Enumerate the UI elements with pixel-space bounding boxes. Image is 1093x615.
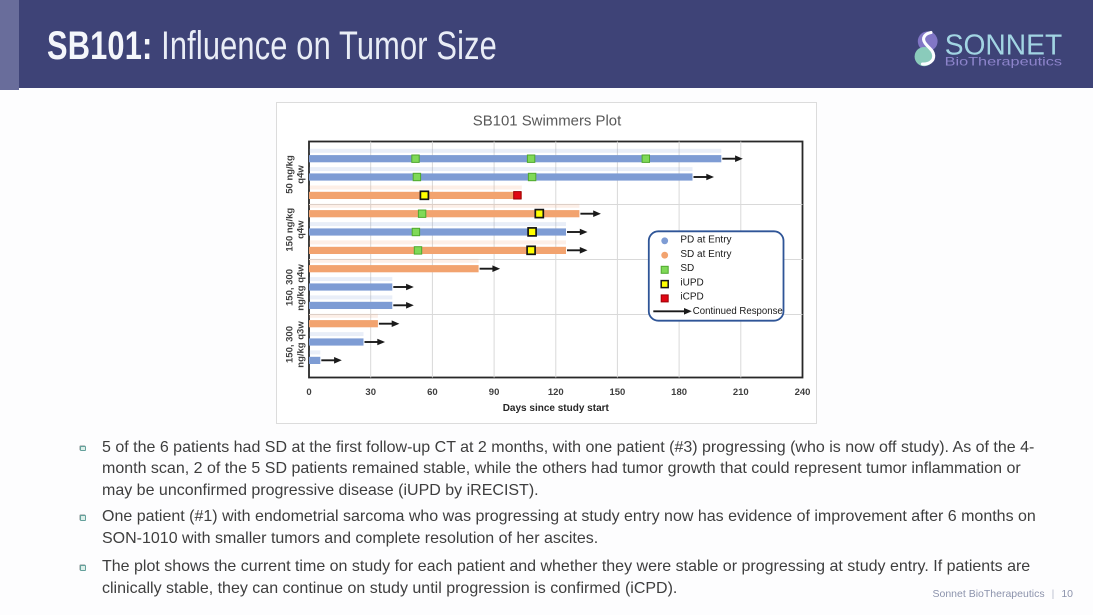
svg-text:50 ng/kg: 50 ng/kg [284,155,295,194]
svg-text:180: 180 [671,387,687,398]
svg-text:q4w: q4w [295,165,306,184]
svg-text:iUPD: iUPD [680,277,703,288]
svg-text:240: 240 [795,387,811,398]
svg-text:ng/kg q3w: ng/kg q3w [295,321,306,368]
svg-text:150: 150 [609,387,625,398]
svg-text:Days since study start: Days since study start [503,403,610,414]
svg-text:150 ng/kg: 150 ng/kg [284,208,295,252]
svg-text:SB101 Swimmers Plot: SB101 Swimmers Plot [473,114,622,130]
svg-text:q4w: q4w [295,220,306,239]
svg-text:30: 30 [365,387,376,398]
svg-text:210: 210 [733,387,749,398]
svg-text:120: 120 [548,387,564,398]
svg-text:0: 0 [306,387,311,398]
svg-text:60: 60 [427,387,438,398]
svg-text:Continued Response: Continued Response [693,306,783,317]
svg-text:150, 300: 150, 300 [284,269,295,306]
svg-text:iCPD: iCPD [680,292,703,303]
svg-text:150, 300: 150, 300 [284,326,295,363]
svg-text:BioTherapeutics: BioTherapeutics [945,55,1062,69]
svg-text:PD at Entry: PD at Entry [680,235,731,246]
svg-text:SD: SD [680,263,694,274]
svg-text:SONNET: SONNET [945,30,1062,62]
svg-text:90: 90 [489,387,500,398]
svg-text:ng/kg q4w: ng/kg q4w [295,264,306,311]
svg-text:SD at Entry: SD at Entry [680,249,731,260]
